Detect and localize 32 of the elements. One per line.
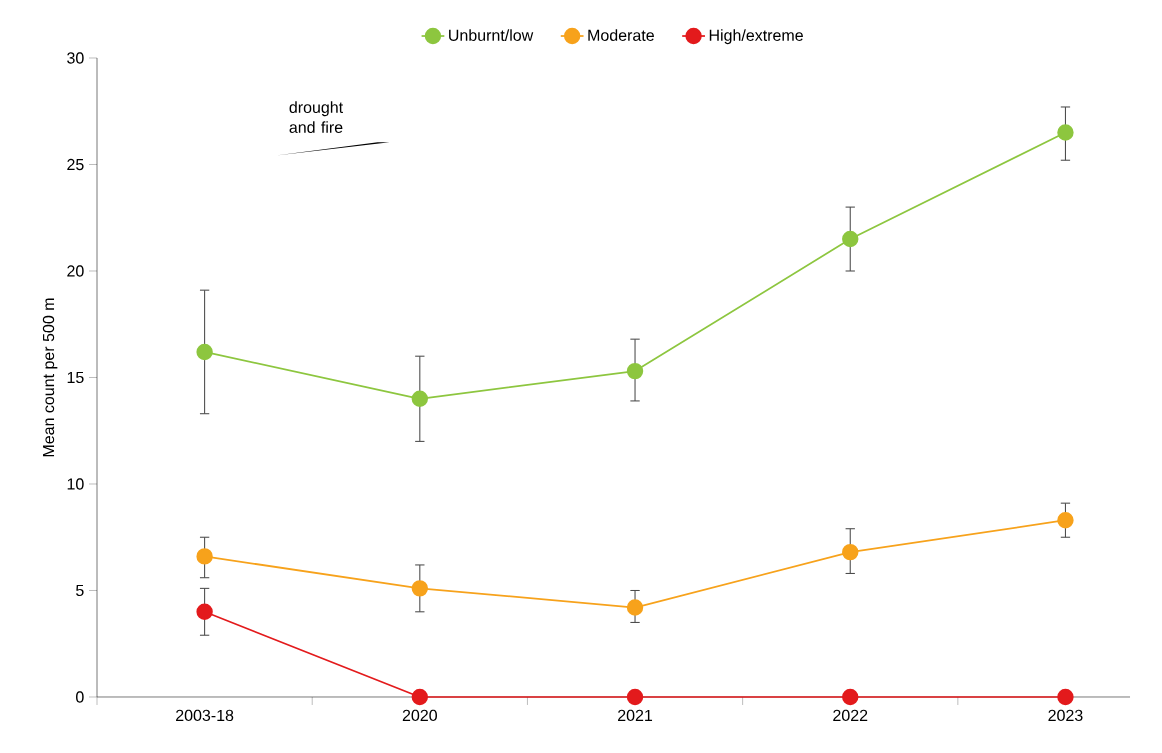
point bbox=[1057, 124, 1074, 141]
legend-label: Moderate bbox=[588, 29, 654, 41]
y-tick-label: 5 bbox=[76, 584, 84, 597]
point bbox=[411, 390, 429, 407]
y-tick-label: 15 bbox=[67, 371, 84, 384]
annotation: drought and fire bbox=[289, 101, 344, 134]
y-tick-label: 25 bbox=[67, 158, 84, 171]
x-tick-label: 2023 bbox=[1048, 709, 1083, 722]
point bbox=[842, 543, 859, 561]
x-tick-label: 2003-18 bbox=[176, 709, 234, 722]
y-tick-label: 30 bbox=[67, 52, 84, 64]
legend-label: High/extreme bbox=[709, 29, 803, 45]
point bbox=[411, 580, 429, 597]
point bbox=[196, 603, 213, 620]
y-tick-label: 0 bbox=[76, 691, 84, 703]
point bbox=[196, 548, 213, 565]
y-tick-label: 10 bbox=[67, 478, 84, 490]
point bbox=[411, 688, 429, 706]
legend-label: Unburnt/low bbox=[449, 29, 534, 41]
point bbox=[626, 362, 644, 380]
y-axis-title: Mean count per 500 m bbox=[42, 298, 58, 457]
y-tick-label: 20 bbox=[67, 265, 84, 277]
point bbox=[842, 688, 859, 706]
point bbox=[1057, 688, 1074, 706]
x-tick-label: 2021 bbox=[618, 709, 653, 722]
x-tick-label: 2022 bbox=[833, 709, 868, 722]
point bbox=[842, 230, 859, 248]
point bbox=[626, 688, 644, 706]
point bbox=[196, 343, 213, 361]
x-tick-label: 2020 bbox=[402, 709, 437, 722]
point bbox=[626, 599, 644, 616]
point bbox=[1057, 512, 1074, 529]
